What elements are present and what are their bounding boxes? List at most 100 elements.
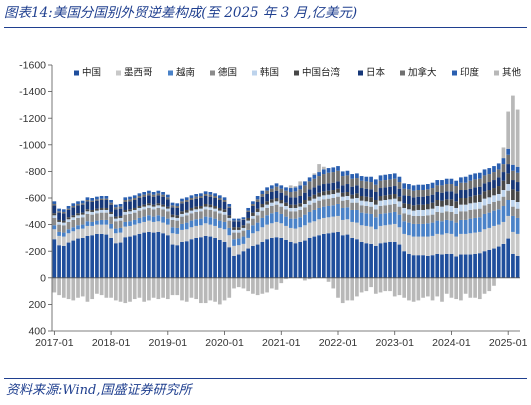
bar-segment-2 [217,220,222,228]
bar-segment-4 [170,217,175,220]
bar-segment-8 [416,184,421,191]
bar-segment-1 [482,229,487,252]
bar-segment-5 [151,204,156,207]
bar-segment-4 [369,201,373,207]
bar-segment-9 [165,277,170,300]
bar-segment-0 [331,232,336,278]
bar-segment-1 [232,245,236,256]
bar-segment-8 [279,185,284,189]
bar-segment-8 [180,198,184,202]
bar-segment-5 [416,204,421,210]
bar-segment-7 [468,180,473,189]
bar-segment-1 [180,229,184,242]
bar-segment-7 [440,185,444,193]
bar-segment-3 [359,205,364,213]
bar-segment-9 [61,277,66,298]
bar-segment-0 [80,237,85,278]
bar-segment-2 [194,219,199,226]
bar-segment-8 [402,183,407,189]
bar-segment-3 [364,205,369,214]
bar-segment-1 [449,233,454,254]
bar-segment-9 [71,277,76,301]
bar-segment-0 [236,254,241,278]
bar-segment-3 [473,209,477,218]
bar-segment-3 [57,224,61,232]
bar-segment-6 [487,182,492,191]
bar-segment-8 [326,168,331,173]
bar-segment-0 [175,245,180,278]
bar-segment-1 [307,222,312,238]
bar-segment-0 [515,255,520,278]
bar-segment-9 [52,277,57,293]
bar-segment-0 [298,241,303,278]
bar-segment-9 [388,277,392,292]
legend-label: 墨西哥 [124,68,153,79]
bar-segment-2 [213,218,217,226]
bar-segment-0 [345,234,350,278]
bar-segment-2 [227,227,232,236]
bar-segment-8 [350,174,355,179]
bar-segment-6 [184,201,189,210]
bar-segment-8 [104,196,109,199]
bar-segment-2 [303,214,307,226]
bar-segment-5 [501,180,506,191]
bar-segment-7 [378,180,383,189]
bar-segment-3 [312,202,317,210]
bar-segment-2 [501,205,506,222]
bar-segment-0 [411,255,416,278]
bar-segment-7 [388,179,392,187]
bar-segment-5 [232,227,236,230]
bar-segment-2 [265,215,269,225]
bar-segment-5 [298,203,303,207]
bar-segment-9 [369,277,373,288]
bar-segment-5 [123,209,128,212]
bar-segment-1 [132,224,137,236]
bar-segment-7 [473,179,477,188]
bar-segment-3 [440,212,444,222]
bar-segment-3 [496,200,501,210]
bar-segment-3 [232,232,236,240]
bar-segment-8 [435,180,440,186]
bar-segment-0 [203,235,208,278]
bar-segment-6 [288,197,293,205]
bar-segment-7 [66,208,71,210]
bar-segment-2 [142,216,147,222]
bar-segment-7 [128,199,132,202]
bar-segment-1 [241,243,246,252]
bar-segment-3 [288,211,293,219]
bar-segment-1 [477,231,482,254]
legend-swatch [168,70,173,76]
bar-segment-4 [128,211,132,214]
bar-segment-1 [487,227,492,250]
bar-segment-1 [265,224,269,240]
bar-segment-0 [501,243,506,278]
bar-segment-0 [373,245,378,278]
bar-segment-4 [90,211,95,215]
bar-segment-0 [151,232,156,278]
bar-segment-9 [142,277,147,302]
bar-segment-9 [99,277,104,296]
bar-segment-2 [378,213,383,226]
bar-segment-1 [321,217,326,234]
bar-segment-3 [123,214,128,222]
bar-segment-0 [477,253,482,278]
bar-segment-6 [251,205,255,213]
bar-segment-2 [236,238,241,246]
bar-segment-9 [76,277,80,298]
bar-segment-4 [506,184,511,191]
bar-segment-7 [383,180,388,188]
bar-segment-0 [95,233,99,278]
bar-segment-0 [421,255,425,278]
bar-segment-1 [95,224,99,234]
bar-segment-9 [298,181,303,186]
bar-segment-2 [151,216,156,222]
bar-segment-9 [511,95,515,165]
bar-segment-6 [76,205,80,214]
bar-segment-7 [364,181,369,189]
bar-segment-4 [104,209,109,213]
y-tick-label: 400 [28,326,46,338]
legend-swatch [252,70,257,76]
bar-segment-5 [392,194,397,199]
bar-segment-6 [274,190,279,198]
bar-segment-8 [241,217,246,220]
